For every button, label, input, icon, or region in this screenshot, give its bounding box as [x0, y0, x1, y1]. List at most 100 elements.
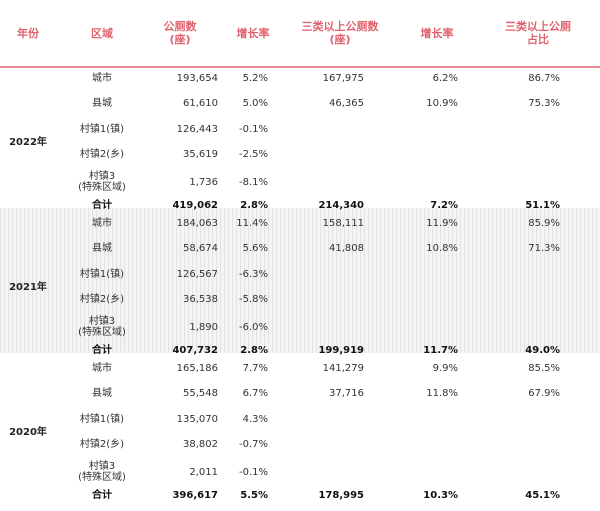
table-row: 村镇1(镇) 126,443 -0.1% [0, 117, 600, 141]
growth-rate-cell: 11.4% [228, 212, 268, 234]
region-cell-text: 村镇1(镇) [79, 413, 125, 425]
class3-ratio-cell-text: 85.9% [528, 217, 560, 229]
class3-growth-cell-text: 6.2% [432, 72, 458, 84]
growth-rate-cell-text: -8.1% [238, 176, 268, 188]
class3-ratio-cell: 45.1% [510, 487, 560, 503]
class3-growth-cell: 11.9% [418, 212, 458, 234]
class3-ratio-cell: 86.7% [510, 67, 560, 89]
class3-ratio-cell [510, 407, 560, 431]
region-cell: 城市 [66, 67, 138, 89]
region-cell: 村镇3 (特殊区域) [66, 167, 138, 197]
year-label: 2021年 [9, 281, 47, 293]
class3-ratio-cell [510, 141, 560, 167]
toilet-count-cell-text: 36,538 [183, 293, 218, 305]
class3-growth-cell-text: 9.9% [432, 362, 458, 374]
class3-growth-cell [418, 286, 458, 312]
region-cell-text: 村镇1(镇) [79, 123, 125, 135]
toilet-count-cell: 193,654 [140, 67, 218, 89]
table-row: 县城 55,548 6.7% 37,716 11.8% 67.9% [0, 379, 600, 407]
class3-count-cell-text: 141,279 [322, 362, 364, 374]
toilet-count-cell-text: 419,062 [172, 199, 218, 211]
class3-ratio-cell [510, 431, 560, 457]
class3-count-cell-text: 214,340 [318, 199, 364, 211]
toilet-count-cell: 407,732 [140, 342, 218, 358]
table-row: 县城 58,674 5.6% 41,808 10.8% 71.3% [0, 234, 600, 262]
class3-count-cell: 178,995 [300, 487, 364, 503]
class3-growth-cell: 10.9% [418, 89, 458, 117]
table-row: 村镇3 (特殊区域) 1,736 -8.1% [0, 167, 600, 197]
region-cell-text: 村镇3 (特殊区域) [78, 316, 126, 338]
class3-growth-cell-text: 10.9% [426, 97, 458, 109]
growth-rate-cell-text: 5.6% [242, 242, 268, 254]
table-row: 城市 165,186 7.7% 141,279 9.9% 85.5% [0, 357, 600, 379]
growth-rate-cell-text: -0.7% [238, 438, 268, 450]
growth-rate-cell-text: 5.0% [242, 97, 268, 109]
class3-count-cell: 167,975 [300, 67, 364, 89]
class3-growth-cell [418, 431, 458, 457]
toilet-count-cell: 58,674 [140, 234, 218, 262]
class3-growth-cell [418, 141, 458, 167]
class3-count-cell [300, 262, 364, 286]
class3-ratio-cell: 85.5% [510, 357, 560, 379]
total-row: 合计 396,617 5.5% 178,995 10.3% 45.1% [0, 487, 600, 503]
toilet-count-cell-text: 38,802 [183, 438, 218, 450]
table-row: 村镇2(乡) 38,802 -0.7% [0, 431, 600, 457]
growth-rate-cell-text: -0.1% [238, 466, 268, 478]
table-row: 村镇2(乡) 35,619 -2.5% [0, 141, 600, 167]
growth-rate-cell-text: -2.5% [238, 148, 268, 160]
toilet-count-cell-text: 35,619 [183, 148, 218, 160]
class3-count-cell [300, 286, 364, 312]
class3-count-cell [300, 312, 364, 342]
class3-ratio-cell-text: 86.7% [528, 72, 560, 84]
growth-rate-cell: 2.8% [228, 197, 268, 213]
toilet-count-cell: 396,617 [140, 487, 218, 503]
region-cell: 村镇2(乡) [66, 141, 138, 167]
class3-ratio-cell-text: 71.3% [528, 242, 560, 254]
class3-count-cell-text: 167,975 [322, 72, 364, 84]
toilet-count-cell-text: 61,610 [183, 97, 218, 109]
class3-count-cell-text: 46,365 [329, 97, 364, 109]
growth-rate-cell: 2.8% [228, 342, 268, 358]
region-cell: 村镇1(镇) [66, 262, 138, 286]
region-cell-text: 村镇3 (特殊区域) [78, 171, 126, 193]
region-cell: 县城 [66, 379, 138, 407]
growth-rate-cell: 5.6% [228, 234, 268, 262]
growth-rate-cell-text: 2.8% [240, 199, 268, 211]
class3-growth-cell-text: 11.9% [426, 217, 458, 229]
region-cell-text: 村镇2(乡) [79, 148, 125, 160]
header-class3-ratio: 三类以上公厕 占比 [505, 20, 571, 46]
toilet-count-cell-text: 165,186 [176, 362, 218, 374]
table-row: 村镇3 (特殊区域) 1,890 -6.0% [0, 312, 600, 342]
class3-growth-cell: 11.7% [418, 342, 458, 358]
region-cell: 村镇2(乡) [66, 431, 138, 457]
class3-count-cell: 214,340 [300, 197, 364, 213]
table-row: 县城 61,610 5.0% 46,365 10.9% 75.3% [0, 89, 600, 117]
growth-rate-cell-text: -6.3% [238, 268, 268, 280]
toilet-count-cell-text: 193,654 [176, 72, 218, 84]
region-cell-text: 城市 [92, 72, 112, 84]
region-cell-text: 城市 [92, 217, 112, 229]
class3-count-cell [300, 167, 364, 197]
growth-rate-cell-text: 4.3% [242, 413, 268, 425]
toilet-count-cell-text: 184,063 [176, 217, 218, 229]
class3-count-cell-text: 199,919 [318, 344, 364, 356]
class3-growth-cell-text: 11.8% [426, 387, 458, 399]
growth-rate-cell: -0.1% [228, 117, 268, 141]
growth-rate-cell: -5.8% [228, 286, 268, 312]
toilet-count-cell: 165,186 [140, 357, 218, 379]
class3-growth-cell: 9.9% [418, 357, 458, 379]
class3-ratio-cell-text: 51.1% [525, 199, 560, 211]
header-year: 年份 [17, 26, 39, 40]
class3-growth-cell [418, 312, 458, 342]
region-cell-text: 合计 [92, 199, 112, 211]
class3-ratio-cell-text: 67.9% [528, 387, 560, 399]
toilet-count-cell: 126,567 [140, 262, 218, 286]
toilet-count-cell: 135,070 [140, 407, 218, 431]
growth-rate-cell-text: 2.8% [240, 344, 268, 356]
class3-count-cell-text: 178,995 [318, 489, 364, 501]
region-cell-text: 县城 [92, 242, 112, 254]
class3-count-cell: 41,808 [300, 234, 364, 262]
toilet-count-cell: 1,890 [140, 312, 218, 342]
region-cell: 合计 [66, 197, 138, 213]
class3-growth-cell-text: 7.2% [430, 199, 458, 211]
